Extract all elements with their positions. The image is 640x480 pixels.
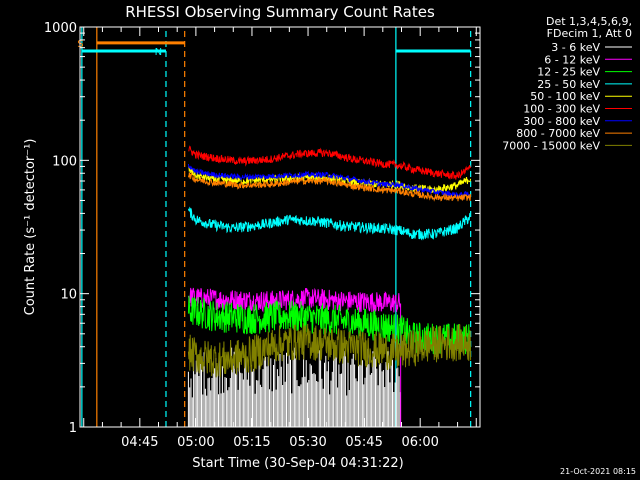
series-line-800-7000-kev (187, 171, 472, 202)
legend-label-25-50-kev: 25 - 50 keV (537, 78, 600, 91)
legend-label-100-300-kev: 100 - 300 keV (523, 103, 600, 116)
annotation-n: N (155, 47, 162, 58)
series-line-3-6-kev (187, 347, 401, 427)
render-timestamp: 21-Oct-2021 08:15 (560, 467, 636, 476)
legend-label-300-800-kev: 300 - 800 keV (523, 115, 600, 128)
legend-header-line: Det 1,3,4,5,6,9, (546, 15, 632, 28)
x-tick-label: 04:45 (121, 435, 158, 450)
plot-frame (79, 26, 481, 428)
x-tick-label: 05:15 (233, 435, 270, 450)
x-tick-label: 05:00 (177, 435, 214, 450)
legend-label-6-12-kev: 6 - 12 keV (544, 53, 600, 66)
y-tick-label: 1000 (44, 21, 77, 36)
legend: Det 1,3,4,5,6,9,FDecim 1, Att 03 - 6 keV… (502, 15, 632, 152)
series-lines (187, 145, 472, 427)
y-tick-label: 10 (60, 288, 77, 303)
chart-title: RHESSI Observing Summary Count Rates (125, 3, 435, 21)
status-bars (81, 41, 471, 53)
x-axis: 04:45 05:00 05:15 05:30 05:45 06:00 (83, 27, 477, 450)
series-line-100-300-kev (188, 145, 472, 180)
series-line-7000-15000-kev (187, 323, 472, 378)
y-axis: 1 10 100 1000 (44, 21, 480, 436)
y-axis-label: Count Rate (s⁻¹ detector⁻¹) (23, 139, 38, 316)
legend-label-800-7000-kev: 800 - 7000 keV (516, 127, 600, 140)
legend-label-3-6-kev: 3 - 6 keV (551, 41, 600, 54)
x-tick-label: 05:45 (345, 435, 382, 450)
x-axis-label: Start Time (30-Sep-04 04:31:22) (192, 456, 403, 471)
legend-label-12-25-kev: 12 - 25 keV (537, 66, 600, 79)
legend-label-7000-15000-kev: 7000 - 15000 keV (502, 139, 600, 152)
legend-header-line: FDecim 1, Att 0 (547, 27, 632, 40)
legend-label-50-100-kev: 50 - 100 keV (530, 90, 600, 103)
y-tick-label: 100 (52, 154, 77, 169)
x-tick-label: 06:00 (401, 435, 438, 450)
x-tick-label: 05:30 (289, 435, 326, 450)
y-tick-label: 1 (69, 421, 77, 436)
series-line-25-50-kev (187, 206, 471, 241)
